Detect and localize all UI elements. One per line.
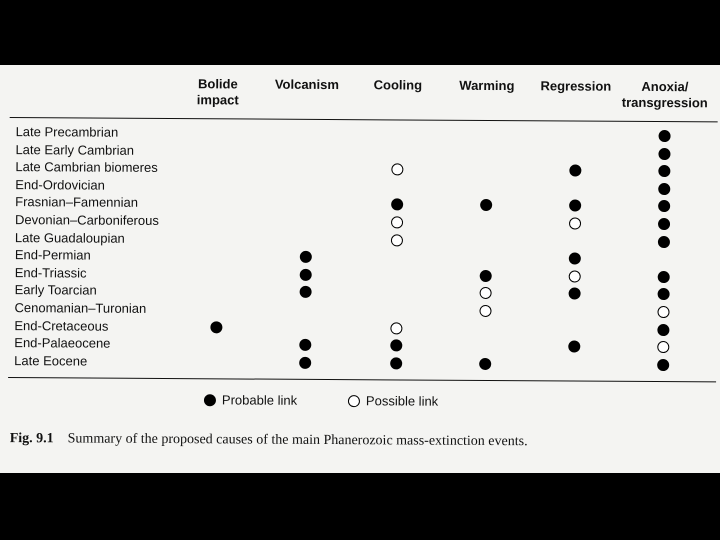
- probable-link-dot: [657, 358, 670, 371]
- row-label: End-Palaeocene: [14, 335, 111, 351]
- row-label: Late Cambrian biomeres: [15, 159, 158, 176]
- row-label: Late Early Cambrian: [15, 141, 135, 158]
- possible-link-dot: [391, 216, 404, 229]
- probable-link-dot: [479, 269, 492, 282]
- probable-link-dot: [299, 356, 312, 369]
- row-label: End-Permian: [14, 247, 91, 263]
- legend-probable-label: Probable link: [221, 392, 298, 408]
- bottom-rule: [8, 377, 717, 383]
- probable-link-dot: [299, 251, 312, 264]
- probable-link-dot: [658, 218, 671, 231]
- row-label: Early Toarcian: [14, 282, 97, 298]
- legend-possible-label: Possible link: [365, 393, 439, 409]
- row-label: Late Eocene: [14, 352, 88, 369]
- probable-link-dot: [480, 199, 493, 212]
- probable-link-dot: [657, 323, 670, 336]
- probable-link-dot: [479, 357, 492, 370]
- probable-link-dot: [568, 287, 581, 300]
- possible-link-dot: [657, 306, 670, 319]
- row-label: Devonian–Carboniferous: [15, 212, 159, 228]
- column-header-volcanism: Volcanism: [274, 76, 339, 93]
- probable-link-dot: [657, 235, 670, 248]
- probable-link-dot: [299, 286, 312, 299]
- possible-link-dot: [569, 217, 582, 230]
- probable-link-dot: [658, 147, 671, 160]
- figure-caption: Fig. 9.1 Summary of the proposed causes o…: [10, 431, 528, 450]
- page-content: Bolide impact Volcanism Cooling Warming Regr…: [0, 65, 720, 473]
- figure-number: Fig. 9.1: [9, 431, 54, 447]
- probable-link-dot: [569, 164, 582, 177]
- column-header-anoxia: Anoxia/ transgression: [621, 78, 708, 111]
- link-markers: [0, 65, 720, 371]
- probable-link-dot: [568, 340, 581, 353]
- probable-link-dot: [390, 339, 403, 352]
- row-label: Late Guadaloupian: [14, 229, 125, 246]
- book-page: Bolide impact Volcanism Cooling Warming Regr…: [0, 65, 720, 473]
- probable-link-dot: [657, 270, 670, 283]
- row-label: End-Triassic: [14, 264, 87, 281]
- column-headers: Bolide impact Volcanism Cooling Warming Regr…: [0, 65, 720, 110]
- column-header-warming: Warming: [459, 77, 515, 94]
- probable-link-dot: [658, 182, 671, 195]
- probable-link-dot: [569, 199, 582, 212]
- probable-link-dot: [299, 339, 312, 352]
- possible-link-dot: [391, 163, 404, 176]
- possible-link-dot: [390, 233, 403, 247]
- row-label: End-Ordovician: [15, 176, 105, 193]
- row-label: Cenomanian–Turonian: [14, 300, 147, 316]
- top-rule: [9, 117, 718, 123]
- legend-possible: Possible link: [347, 393, 439, 409]
- possible-link-dot: [479, 287, 492, 300]
- probable-link-dot: [658, 165, 671, 178]
- probable-link-dot: [568, 252, 581, 265]
- possible-link-dot: [657, 341, 670, 354]
- possible-link-dot: [568, 270, 581, 283]
- caption-text: Summary of the proposed causes of the ma…: [67, 431, 528, 450]
- possible-link-dot: [390, 321, 403, 335]
- row-label: Late Precambrian: [15, 124, 119, 140]
- column-header-regression: Regression: [540, 78, 612, 94]
- row-label: Frasnian–Famennian: [15, 194, 139, 211]
- probable-link-dot: [391, 198, 404, 211]
- column-header-cooling: Cooling: [373, 77, 423, 93]
- row-label: End-Cretaceous: [14, 317, 109, 334]
- probable-link-dot: [658, 130, 671, 143]
- probable-link-dot: [299, 268, 312, 281]
- open-circle-icon: [347, 394, 360, 407]
- probable-link-dot: [390, 357, 403, 370]
- probable-link-dot: [658, 200, 671, 213]
- filled-circle-icon: [203, 393, 216, 406]
- column-header-bolide: Bolide impact: [196, 76, 239, 108]
- possible-link-dot: [479, 304, 492, 318]
- row-labels: Late Precambrian Late Early Cambrian Late …: [0, 65, 720, 368]
- probable-link-dot: [657, 288, 670, 301]
- legend-probable: Probable link: [203, 392, 298, 408]
- probable-link-dot: [210, 320, 223, 333]
